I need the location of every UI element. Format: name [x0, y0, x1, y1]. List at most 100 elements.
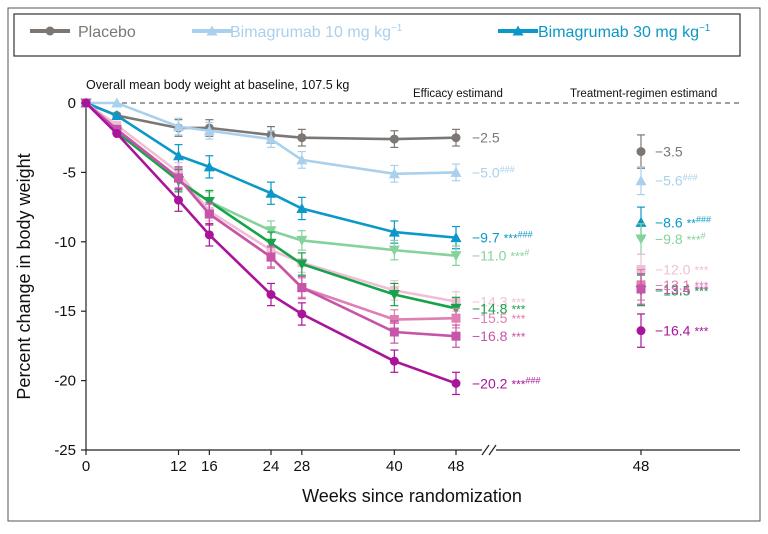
- legend-label: Placebo: [78, 24, 136, 41]
- data-point: [112, 129, 122, 139]
- end-value-label: −14.8 ***: [472, 300, 526, 316]
- y-axis-title: Percent change in body weight: [14, 153, 34, 399]
- significance-hash: ###: [518, 230, 533, 240]
- data-point: [389, 134, 399, 144]
- data-point: [266, 252, 276, 262]
- legend-marker: [512, 25, 524, 36]
- significance-label: **: [687, 216, 697, 230]
- legend-label-sup: −1: [699, 23, 711, 34]
- significance-label: ***: [511, 302, 525, 316]
- legend-box: [13, 13, 741, 57]
- baseline-annotation: Overall mean body weight at baseline, 10…: [86, 78, 349, 92]
- data-point: [451, 331, 461, 341]
- regimen-point-group: [635, 223, 647, 255]
- data-point: [265, 133, 277, 144]
- legend-marker: [45, 26, 55, 36]
- significance-label: ***: [694, 283, 708, 297]
- y-tick-label: -25: [54, 442, 76, 459]
- y-tick-label: 0: [68, 95, 76, 112]
- axis-break-mark: [481, 444, 490, 456]
- data-point: [296, 202, 308, 213]
- series-group: [81, 98, 461, 396]
- legend-entry: Bimagrumab 30 mg kg−1: [498, 23, 711, 41]
- y-tick-label: -15: [54, 303, 76, 320]
- significance-hash: ###: [696, 214, 711, 224]
- x-tick-label-regimen: 48: [633, 458, 650, 475]
- data-point: [296, 235, 308, 246]
- data-point: [265, 226, 277, 237]
- series-line: [85, 101, 457, 303]
- data-point: [266, 290, 276, 300]
- data-point: [297, 283, 307, 293]
- regimen-value-label: −9.8 ***#: [655, 231, 706, 247]
- regimen-value-label: −13.1 ***: [655, 277, 709, 293]
- efficacy-estimand-label: Efficacy estimand: [413, 88, 503, 100]
- regimen-point: [635, 175, 647, 186]
- significance-label: ***: [511, 377, 525, 391]
- significance-hash: ###: [525, 375, 540, 385]
- y-tick-label: -20: [54, 373, 76, 390]
- end-value-label: −2.5: [472, 130, 500, 146]
- end-value-label: −9.7 ***###: [472, 230, 533, 246]
- regimen-point: [636, 284, 646, 294]
- significance-hash: ###: [500, 164, 515, 174]
- data-point: [265, 187, 277, 198]
- significance-label: ***: [511, 312, 525, 326]
- x-tick-label: 24: [263, 458, 280, 475]
- data-point: [111, 109, 123, 120]
- regimen-value-label: −12.0 ***: [655, 262, 709, 278]
- regimen-point: [636, 326, 646, 336]
- legend-label: Bimagrumab 30 mg kg−1: [538, 23, 711, 41]
- data-point: [389, 315, 399, 325]
- x-tick-label: 0: [82, 458, 90, 475]
- data-point: [81, 98, 91, 108]
- data-point: [389, 327, 399, 337]
- regimen-value-label: −5.6###: [655, 173, 698, 189]
- y-tick-label: -10: [54, 234, 76, 251]
- end-value-label: −5.0###: [472, 164, 515, 180]
- end-value-label: −11.0 ***#: [472, 248, 529, 264]
- significance-label: ***: [694, 284, 708, 298]
- significance-hash: #: [701, 231, 706, 241]
- data-point: [450, 166, 462, 177]
- end-value-label: −15.5 ***: [472, 310, 526, 326]
- x-tick-label: 12: [170, 458, 187, 475]
- data-point: [204, 230, 214, 240]
- regimen-value-label: −8.6 **###: [655, 214, 711, 230]
- end-value-label: −14.3 ***: [472, 293, 526, 309]
- significance-label: ***: [504, 232, 518, 246]
- series-line: [85, 101, 457, 141]
- legend-label-sup: −1: [391, 23, 403, 34]
- data-point: [173, 121, 184, 132]
- data-point: [174, 195, 183, 205]
- y-tick-label: -5: [63, 164, 76, 181]
- series-line: [85, 102, 457, 338]
- data-point: [203, 125, 215, 136]
- x-tick-label: 40: [386, 458, 403, 475]
- regimen-point-group: [636, 273, 646, 305]
- significance-hash: #: [524, 248, 529, 258]
- data-point: [173, 150, 184, 161]
- regimen-value-label: −3.5: [655, 144, 683, 160]
- data-point: [388, 168, 400, 179]
- regimen-value-label: −13.4 ***: [655, 281, 709, 297]
- series-line: [85, 101, 457, 239]
- data-point: [297, 133, 307, 143]
- significance-label: ***: [694, 279, 708, 293]
- legend-entry: Bimagrumab 10 mg kg−1: [192, 23, 403, 41]
- data-point: [204, 209, 214, 219]
- x-tick-label: 28: [293, 458, 310, 475]
- data-point: [388, 226, 400, 237]
- data-point: [451, 133, 461, 143]
- significance-label: ***: [511, 295, 525, 309]
- data-point: [389, 356, 399, 366]
- data-point: [111, 97, 123, 108]
- significance-label: ***: [511, 330, 525, 344]
- significance-hash: ###: [683, 173, 698, 183]
- regimen-value-label: −13.5 ***: [655, 282, 709, 298]
- legend-marker: [206, 25, 218, 36]
- end-value-label: −16.8 ***: [472, 328, 526, 344]
- series-line: [85, 102, 457, 385]
- significance-label: ***: [694, 325, 708, 339]
- x-axis-title: Weeks since randomization: [302, 486, 522, 506]
